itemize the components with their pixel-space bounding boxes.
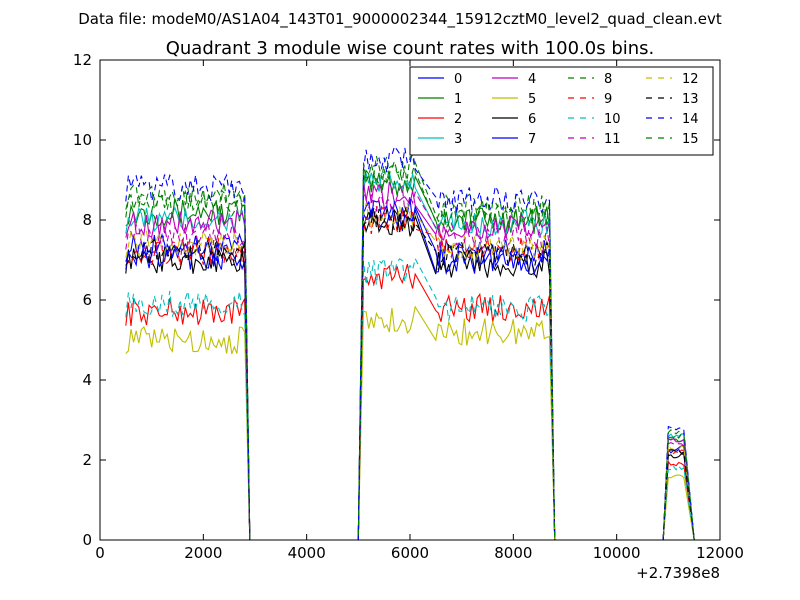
y-tick-label: 8 (82, 211, 92, 229)
legend-label-8: 8 (604, 72, 612, 87)
x-tick-label: 0 (95, 544, 105, 562)
series-line-6 (125, 208, 695, 541)
legend-label-15: 15 (682, 132, 699, 147)
legend-label-5: 5 (528, 92, 536, 107)
series-line-8 (125, 154, 695, 541)
series-layer (125, 145, 695, 541)
legend-label-6: 6 (528, 112, 536, 127)
legend-label-7: 7 (528, 132, 536, 147)
x-tick-label: 8000 (494, 544, 532, 562)
legend-label-9: 9 (604, 92, 612, 107)
x-tick-label: 2000 (184, 544, 222, 562)
x-offset-label: +2.7398e8 (636, 564, 720, 582)
series-line-9 (125, 205, 695, 541)
y-tick-label: 4 (82, 371, 92, 389)
legend-label-4: 4 (528, 72, 536, 87)
y-tick-label: 12 (73, 51, 92, 69)
x-tick-label: 4000 (288, 544, 326, 562)
legend-box (409, 66, 714, 156)
chart-title: Quadrant 3 module wise count rates with … (166, 38, 655, 59)
y-tick-label: 0 (82, 531, 92, 549)
chart-suptitle: Data file: modeM0/AS1A04_143T01_90000023… (78, 10, 722, 29)
y-tick-label: 10 (73, 131, 92, 149)
legend-label-10: 10 (604, 112, 621, 127)
legend-label-1: 1 (454, 92, 462, 107)
legend-label-2: 2 (454, 112, 462, 127)
y-tick-label: 6 (82, 291, 92, 309)
legend-label-14: 14 (682, 112, 699, 127)
legend-label-0: 0 (454, 72, 462, 87)
series-line-11 (125, 185, 695, 541)
legend-label-11: 11 (604, 132, 621, 147)
x-tick-label: 6000 (391, 544, 429, 562)
series-line-10 (125, 256, 695, 541)
legend-label-3: 3 (454, 132, 462, 147)
series-line-4 (125, 181, 695, 541)
series-line-5 (125, 305, 695, 541)
y-tick-label: 2 (82, 451, 92, 469)
x-tick-label: 10000 (593, 544, 641, 562)
legend-label-13: 13 (682, 92, 699, 107)
x-tick-label: 12000 (696, 544, 744, 562)
legend-label-12: 12 (682, 72, 699, 87)
series-line-15 (125, 160, 695, 541)
series-line-13 (125, 206, 695, 541)
series-line-7 (125, 198, 695, 541)
